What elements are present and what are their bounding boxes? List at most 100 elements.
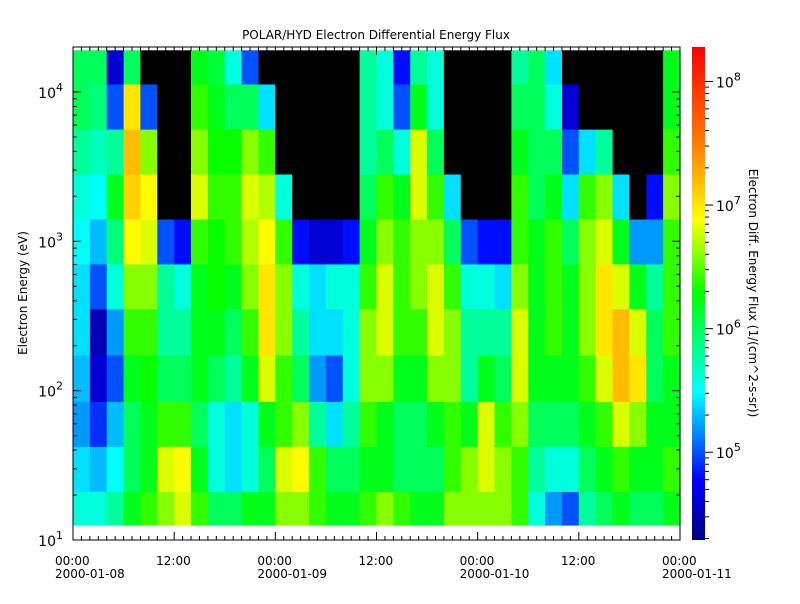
- heatmap-cell: [494, 446, 512, 492]
- heatmap-cell: [325, 218, 344, 265]
- heatmap-cell: [292, 355, 310, 402]
- heatmap-cell: [325, 446, 344, 492]
- heatmap-cells: [73, 50, 681, 526]
- heatmap-cell: [123, 308, 142, 356]
- heatmap-cell: [528, 263, 546, 310]
- heatmap-cell: [393, 173, 411, 220]
- heatmap-cell: [123, 263, 142, 310]
- heatmap-cell: [595, 218, 614, 265]
- heatmap-cell: [106, 263, 125, 310]
- heatmap-cell: [342, 84, 361, 130]
- x-tick-date: 2000-01-10: [460, 567, 530, 581]
- heatmap-cell: [241, 401, 260, 447]
- x-tick-time: 00:00: [257, 554, 292, 568]
- heatmap-cell: [224, 84, 243, 130]
- heatmap-cell: [376, 84, 394, 130]
- heatmap-cell: [646, 355, 664, 402]
- heatmap-cell: [393, 446, 411, 492]
- heatmap-cell: [258, 173, 276, 220]
- heatmap-cell: [174, 128, 192, 175]
- heatmap-cell: [646, 173, 664, 220]
- heatmap-cell: [376, 355, 394, 402]
- heatmap-cell: [309, 128, 327, 175]
- heatmap-cell: [595, 401, 614, 447]
- heatmap-cell: [629, 84, 647, 130]
- y-axis: 101 102 103 104: [38, 46, 680, 550]
- heatmap-cell: [292, 446, 310, 492]
- heatmap-cell: [275, 355, 293, 402]
- heatmap-cell: [646, 128, 664, 175]
- heatmap-cell: [359, 50, 378, 85]
- heatmap-cell: [545, 263, 563, 310]
- heatmap-cell: [174, 173, 192, 220]
- heatmap-cell: [73, 84, 91, 130]
- heatmap-cell: [410, 50, 428, 85]
- heatmap-cell: [578, 263, 597, 310]
- heatmap-cell: [174, 401, 192, 447]
- x-tick-date: 2000-01-09: [257, 567, 327, 581]
- heatmap-cell: [494, 491, 512, 526]
- heatmap-cell: [477, 84, 496, 130]
- heatmap-cell: [443, 128, 462, 175]
- heatmap-cell: [528, 173, 546, 220]
- heatmap-cell: [325, 401, 344, 447]
- heatmap-cell: [241, 355, 260, 402]
- heatmap-cell: [427, 308, 445, 356]
- heatmap-cell: [309, 355, 327, 402]
- colorbar-label: Electron Diff. Energy Flux (1/(cm^2-s-sr…: [746, 169, 760, 418]
- heatmap-cell: [528, 218, 546, 265]
- heatmap-cell: [612, 128, 631, 175]
- heatmap-cell: [123, 355, 142, 402]
- heatmap-cell: [562, 401, 580, 447]
- heatmap-cell: [612, 50, 631, 85]
- heatmap-cell: [578, 128, 597, 175]
- heatmap-cell: [477, 491, 496, 526]
- heatmap-cell: [258, 218, 276, 265]
- heatmap-cell: [545, 446, 563, 492]
- heatmap-cell: [629, 218, 647, 265]
- heatmap-cell: [191, 491, 209, 526]
- heatmap-cell: [612, 84, 631, 130]
- heatmap-cell: [258, 263, 276, 310]
- heatmap-cell: [376, 491, 394, 526]
- heatmap-cell: [545, 308, 563, 356]
- heatmap-cell: [528, 355, 546, 402]
- heatmap-cell: [140, 128, 158, 175]
- heatmap-cell: [89, 446, 108, 492]
- heatmap-cell: [376, 446, 394, 492]
- heatmap-cell: [275, 263, 293, 310]
- heatmap-cell: [258, 355, 276, 402]
- heatmap-cell: [595, 355, 614, 402]
- heatmap-cell: [443, 446, 462, 492]
- heatmap-cell: [511, 263, 529, 310]
- heatmap-cell: [123, 218, 142, 265]
- heatmap-cell: [140, 491, 158, 526]
- heatmap-cell: [494, 401, 512, 447]
- heatmap-cell: [174, 491, 192, 526]
- heatmap-cell: [427, 401, 445, 447]
- heatmap-cell: [275, 308, 293, 356]
- heatmap-cell: [207, 218, 226, 265]
- x-tick-date: 2000-01-11: [662, 567, 732, 581]
- heatmap-cell: [663, 218, 681, 265]
- heatmap-cell: [140, 355, 158, 402]
- heatmap-cell: [376, 218, 394, 265]
- heatmap-cell: [241, 308, 260, 356]
- heatmap-cell: [123, 50, 142, 85]
- heatmap-cell: [325, 491, 344, 526]
- heatmap-cell: [89, 263, 108, 310]
- heatmap-cell: [427, 263, 445, 310]
- heatmap-cell: [443, 401, 462, 447]
- heatmap-cell: [140, 401, 158, 447]
- heatmap-cell: [174, 308, 192, 356]
- heatmap-cell: [511, 84, 529, 130]
- heatmap-cell: [427, 173, 445, 220]
- heatmap-cell: [325, 50, 344, 85]
- heatmap-cell: [73, 401, 91, 447]
- heatmap-cell: [309, 218, 327, 265]
- heatmap-cell: [342, 308, 361, 356]
- heatmap-cell: [106, 446, 125, 492]
- heatmap-cell: [562, 446, 580, 492]
- heatmap-cell: [224, 491, 243, 526]
- heatmap-cell: [629, 50, 647, 85]
